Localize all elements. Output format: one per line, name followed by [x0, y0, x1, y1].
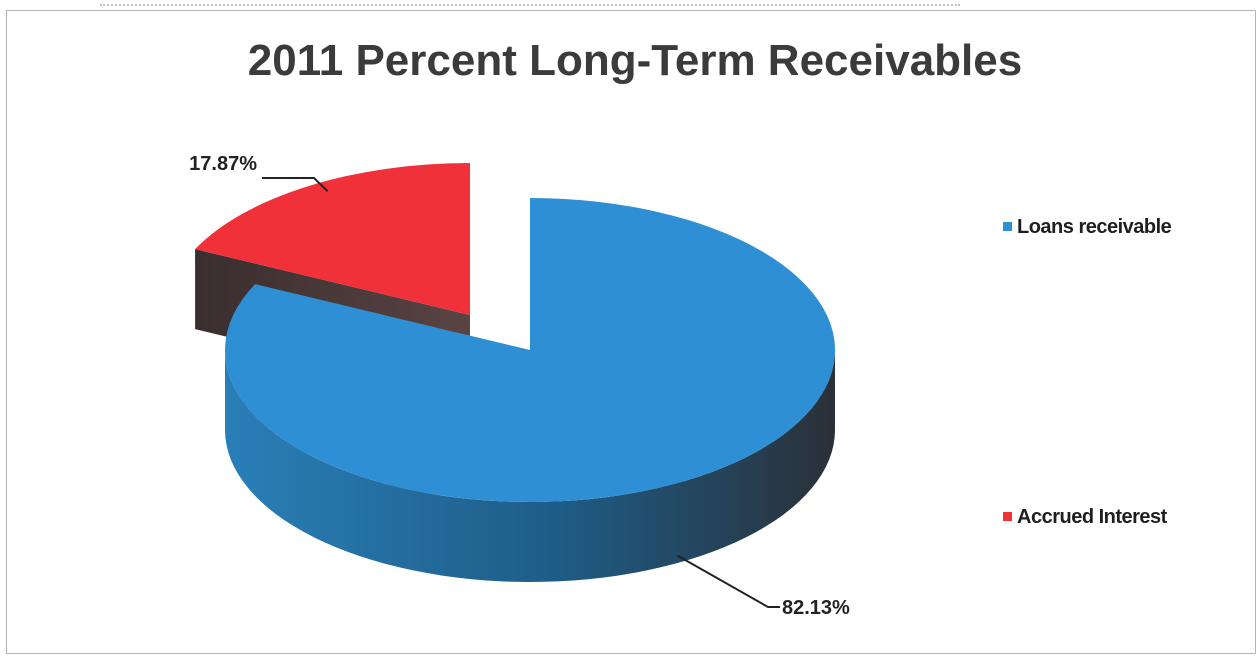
- chart-frame: [6, 10, 1256, 654]
- scan-artifact-line: [100, 4, 960, 6]
- legend-swatch-accrued: [1003, 512, 1012, 521]
- data-label-loans-receivable: 82.13%: [782, 597, 850, 619]
- legend-label-loans: Loans receivable: [1017, 216, 1172, 238]
- slice-loans-receivable-side: [225, 350, 835, 582]
- data-label-accrued-interest: 17.87%: [189, 153, 257, 175]
- legend-item-loans-receivable: Loans receivable: [1003, 216, 1253, 239]
- legend-item-accrued-interest: Accrued Interest: [1003, 506, 1253, 529]
- slice-loans-receivable: [224, 198, 835, 503]
- legend-swatch-loans: [1003, 222, 1012, 231]
- leader-line-loans-receivable: [677, 554, 780, 608]
- legend-label-accrued: Accrued Interest: [1017, 506, 1167, 528]
- slice-accrued-interest: [195, 163, 470, 315]
- leader-line-accrued-interest: [262, 177, 329, 193]
- chart-title: 2011 Percent Long-Term Receivables: [247, 36, 1023, 85]
